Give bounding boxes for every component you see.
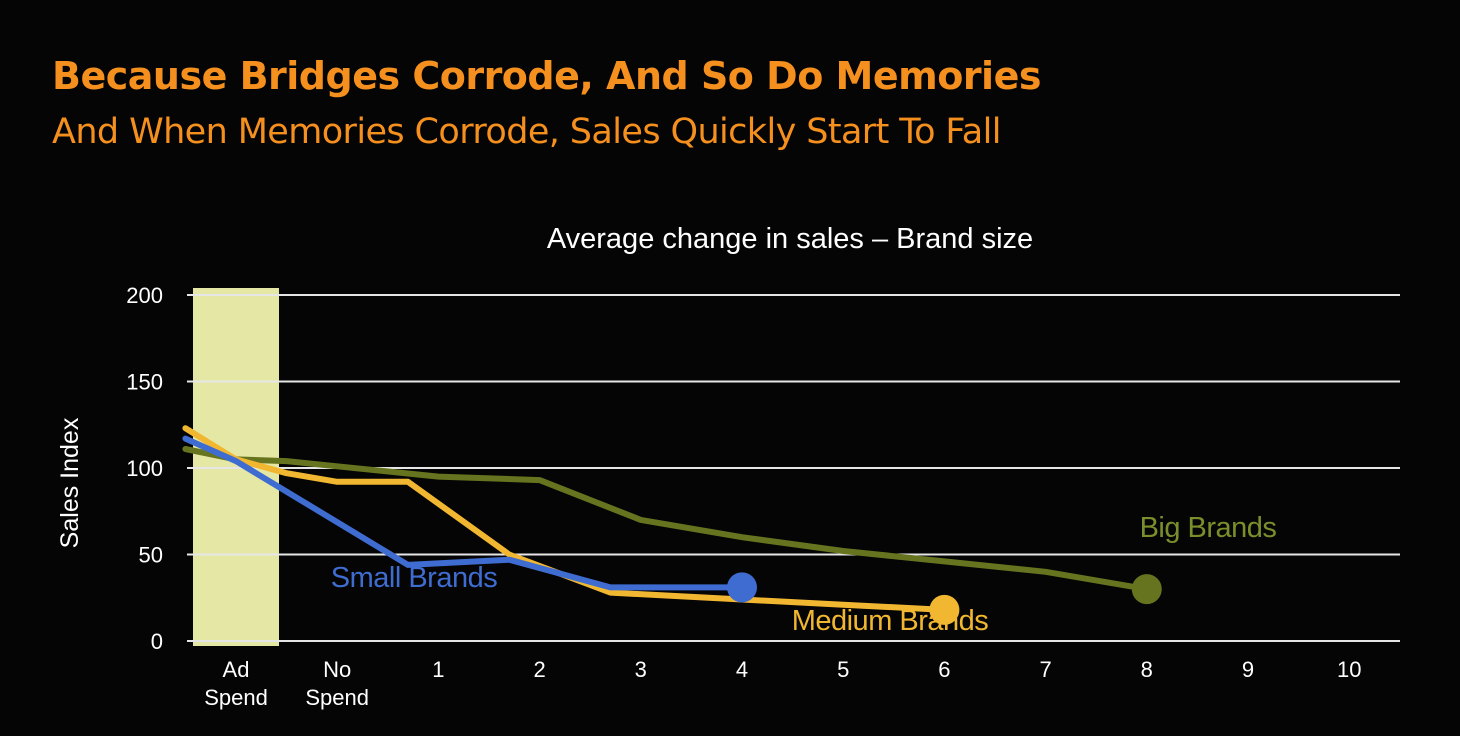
small-brands-end-point [727, 572, 757, 603]
y-tick-labels: 0 50 100 150 200 [126, 283, 163, 654]
x-tick-label: 2 [533, 657, 545, 682]
x-tick-label-line: 9 [1242, 657, 1254, 682]
small-brands-line [182, 435, 745, 591]
slide-subheadline: And When Memories Corrode, Sales Quickly… [52, 112, 1001, 152]
x-tick-label: No Spend [305, 657, 369, 710]
x-tick-label-line: Spend [305, 685, 369, 710]
medium-brands-label: Medium Brands [792, 605, 989, 637]
chart-title: Average change in sales – Brand size [547, 223, 1033, 255]
x-tick-label-line: 2 [533, 657, 545, 682]
x-tick-label-line: Ad [223, 657, 250, 682]
x-tick-label: 8 [1141, 657, 1153, 682]
x-tick-label-line: 4 [736, 657, 748, 682]
x-tick-label-line: 5 [837, 657, 849, 682]
y-tick-0: 0 [151, 629, 163, 654]
x-tick-label-line: Spend [204, 685, 268, 710]
y-axis-label: Sales Index [56, 417, 84, 548]
x-tick-label: 1 [432, 657, 444, 682]
y-tick-200: 200 [126, 283, 163, 308]
x-tick-label-line: 3 [635, 657, 647, 682]
y-tick-100: 100 [126, 456, 163, 481]
x-tick-label: 10 [1337, 657, 1361, 682]
x-tick-label-line: 1 [432, 657, 444, 682]
x-tick-label: 7 [1039, 657, 1051, 682]
y-tick-50: 50 [139, 543, 163, 568]
series-lines [182, 425, 1162, 625]
x-tick-label: 9 [1242, 657, 1254, 682]
x-tick-label-line: 7 [1039, 657, 1051, 682]
x-tick-label: Ad Spend [204, 657, 268, 710]
small-brands-label: Small Brands [331, 562, 497, 594]
medium-brands-line [182, 425, 948, 613]
x-tick-label-line: No [323, 657, 351, 682]
x-tick-label: 4 [736, 657, 748, 682]
x-tick-label: 5 [837, 657, 849, 682]
big-brands-line [182, 446, 1150, 593]
x-tick-labels: Ad Spend No Spend 1 2 3 4 5 6 7 8 9 10 [204, 657, 1361, 710]
x-tick-label-line: 10 [1337, 657, 1361, 682]
big-brands-end-point [1131, 574, 1162, 605]
x-tick-label-line: 8 [1141, 657, 1153, 682]
x-tick-label-line: 6 [938, 657, 950, 682]
y-tick-150: 150 [126, 370, 163, 395]
x-tick-label: 3 [635, 657, 647, 682]
slide-headline: Because Bridges Corrode, And So Do Memor… [52, 54, 1041, 98]
x-tick-label: 6 [938, 657, 950, 682]
series-labels: Big Brands Medium Brands Small Brands [331, 512, 1277, 637]
big-brands-label: Big Brands [1140, 512, 1277, 544]
medium-brands-end-point [929, 594, 960, 625]
